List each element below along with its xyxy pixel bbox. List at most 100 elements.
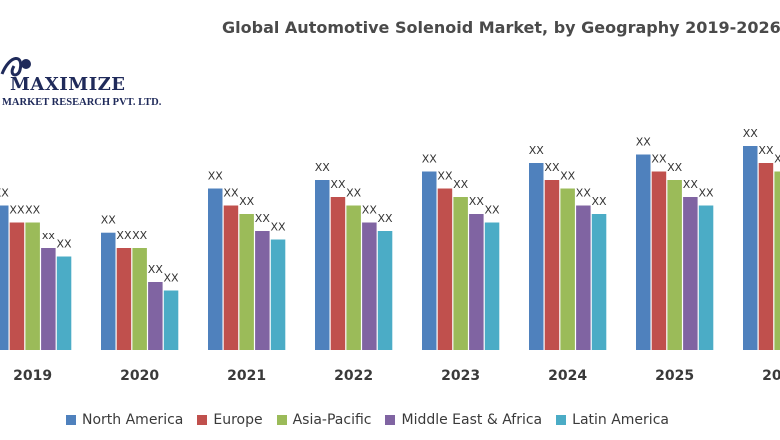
bar-asia-pacific-2021 (239, 214, 254, 350)
bar-latin-america-2020 (163, 290, 179, 350)
data-label-europe-2024: XX (544, 161, 560, 174)
legend-swatch-europe (197, 415, 208, 425)
data-label-asia-pacific-2023: XX (453, 178, 469, 191)
bar-latin-america-2025 (698, 205, 714, 350)
bar-north-america-2023 (422, 171, 437, 350)
data-label-north-america-2023: XX (422, 153, 438, 166)
data-label-north-america-2021: XX (208, 170, 224, 183)
data-label-latin-america-2023: XX (485, 204, 501, 217)
legend-item-north-america: North America (66, 412, 183, 428)
data-label-asia-pacific-2025: XX (667, 161, 683, 174)
legend-swatch-asia-pacific (276, 415, 287, 425)
bar-north-america-2022 (315, 180, 330, 350)
data-label-middle-east-africa-2022: XX (362, 204, 378, 217)
bar-middle-east-africa-2020 (148, 282, 163, 350)
bar-north-america-2026 (743, 146, 758, 350)
x-tick-label-2021: 2021 (227, 368, 266, 384)
x-tick-label-2019: 2019 (13, 368, 52, 384)
data-label-north-america-2019: XX (0, 187, 9, 200)
bar-asia-pacific-2023 (453, 197, 468, 350)
bar-europe-2026 (758, 163, 774, 350)
data-label-europe-2023: XX (437, 170, 453, 183)
data-label-latin-america-2021: XX (271, 221, 287, 234)
data-label-latin-america-2022: XX (378, 212, 394, 225)
chart-title: Global Automotive Solenoid Market, by Ge… (222, 18, 780, 37)
bar-north-america-2020 (101, 232, 116, 350)
data-label-middle-east-africa-2021: XX (255, 212, 271, 225)
data-label-middle-east-africa-2023: XX (469, 195, 485, 208)
data-label-latin-america-2019: XX (57, 238, 73, 251)
bar-europe-2023 (437, 188, 453, 350)
data-label-asia-pacific-2022: XX (346, 187, 362, 200)
bar-europe-2021 (223, 205, 239, 350)
bar-asia-pacific-2022 (346, 205, 361, 350)
data-label-latin-america-2025: XX (699, 187, 715, 200)
legend-label-middle-east-africa: Middle East & Africa (401, 412, 543, 428)
data-label-middle-east-africa-2024: XX (576, 187, 592, 200)
data-label-asia-pacific-2019: XX (25, 204, 41, 217)
data-label-europe-2019: XX (9, 204, 25, 217)
logo-tagline: MARKET RESEARCH PVT. LTD. (2, 97, 162, 108)
data-label-north-america-2024: XX (529, 144, 545, 157)
bar-latin-america-2023 (484, 222, 500, 350)
bar-middle-east-africa-2025 (683, 197, 698, 350)
bar-middle-east-africa-2019 (41, 248, 56, 350)
bar-middle-east-africa-2024 (576, 205, 591, 350)
legend-item-europe: Europe (197, 412, 263, 428)
bar-latin-america-2022 (377, 231, 393, 350)
bar-asia-pacific-2025 (667, 180, 682, 350)
legend-swatch-north-america (66, 415, 76, 425)
data-label-europe-2021: XX (223, 187, 239, 200)
data-label-north-america-2022: XX (315, 161, 331, 174)
bar-middle-east-africa-2021 (255, 231, 270, 350)
bar-asia-pacific-2019 (25, 222, 40, 350)
bar-north-america-2025 (636, 154, 651, 350)
data-label-latin-america-2020: XX (164, 272, 180, 285)
legend-item-latin-america: Latin America (556, 412, 669, 428)
x-tick-label-2025: 2025 (655, 368, 694, 384)
bar-latin-america-2021 (270, 239, 286, 350)
data-label-north-america-2026: XX (743, 127, 759, 140)
legend-label-latin-america: Latin America (572, 412, 669, 428)
x-tick-label-2023: 2023 (441, 368, 480, 384)
bar-europe-2019 (9, 222, 25, 350)
bar-latin-america-2019 (56, 256, 72, 350)
data-label-asia-pacific-2021: XX (239, 195, 255, 208)
bar-asia-pacific-2020 (132, 248, 147, 350)
legend-label-north-america: North America (82, 412, 184, 428)
chart-legend: North America Europe Asia-Pacific Middle… (66, 412, 669, 428)
x-tick-label-2022: 2022 (334, 368, 373, 384)
data-label-europe-2025: XX (651, 153, 667, 166)
legend-swatch-middle-east-africa (385, 415, 396, 425)
bar-europe-2025 (651, 171, 667, 350)
bar-europe-2022 (330, 197, 346, 350)
data-label-europe-2022: XX (330, 178, 346, 191)
data-label-latin-america-2024: XX (592, 195, 608, 208)
x-tick-label-2020: 2020 (120, 368, 159, 384)
x-tick-label-2026: 2026 (762, 368, 780, 384)
bar-north-america-2024 (529, 163, 544, 350)
logo-mark-icon (0, 57, 31, 77)
logo-wordmark: MAXIMIZE (10, 74, 126, 95)
data-label-north-america-2020: XX (101, 214, 117, 227)
company-logo (0, 52, 200, 114)
bar-middle-east-africa-2022 (362, 222, 377, 350)
bar-europe-2020 (116, 248, 132, 350)
data-label-asia-pacific-2020: XX (132, 229, 148, 242)
x-tick-label-2024: 2024 (548, 368, 587, 384)
bar-north-america-2021 (208, 188, 223, 350)
legend-label-europe: Europe (213, 412, 263, 428)
bar-north-america-2019 (0, 205, 9, 350)
data-label-north-america-2025: XX (636, 136, 652, 149)
legend-swatch-latin-america (556, 415, 567, 425)
data-label-asia-pacific-2026: XX (774, 153, 780, 166)
bar-asia-pacific-2024 (560, 188, 575, 350)
legend-item-middle-east-africa: Middle East & Africa (385, 412, 542, 428)
bar-middle-east-africa-2023 (469, 214, 484, 350)
bar-latin-america-2024 (591, 214, 607, 350)
bar-europe-2024 (544, 180, 560, 350)
bar-asia-pacific-2026 (774, 171, 780, 350)
data-label-europe-2020: XX (116, 229, 132, 242)
